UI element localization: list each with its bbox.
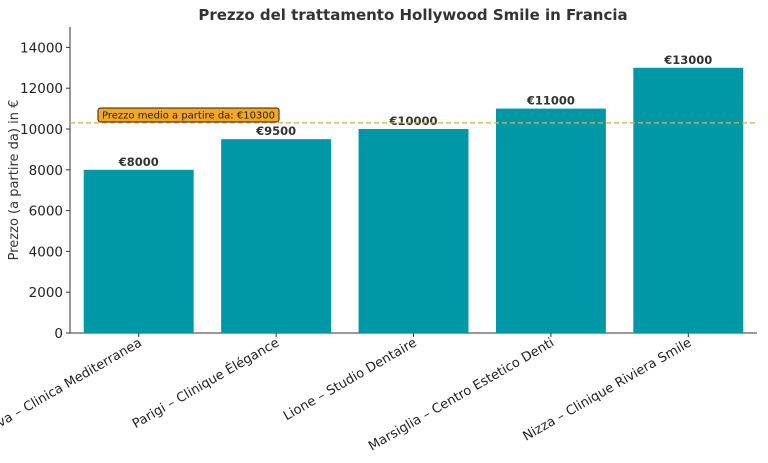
y-tick-label: 2000 [29,285,63,301]
x-tick-label: Parigi – Clinique Élégance [129,335,282,432]
average-annotation-box [97,107,280,123]
y-tick-label: 4000 [29,244,63,260]
bar [221,139,332,333]
y-tick-label: 12000 [20,81,63,97]
y-tick-label: 8000 [29,163,63,179]
bar [495,108,606,333]
y-tick-label: 14000 [20,40,63,56]
data-label: €11000 [526,94,575,108]
data-label: €10000 [388,114,437,128]
chart-title: Prezzo del trattamento Hollywood Smile i… [198,6,627,24]
x-tick-label: Lione – Studio Dentaire [281,335,420,424]
average-annotation-label: Prezzo medio a partire da: €10300 [102,111,275,122]
x-tick-label: Genova – Clinica Mediterranea [0,335,145,447]
data-label: €8000 [118,155,159,169]
y-tick-label: 0 [54,326,63,342]
bar [633,67,744,334]
bar [358,129,469,333]
y-tick-label: 10000 [20,122,63,138]
y-tick-label: 6000 [29,204,63,220]
y-axis-label: Prezzo (a partire da) in € [7,100,22,261]
plot-area: 0 2000 4000 6000 8000 10000 12000 14000 €8000 Gen… [0,27,757,454]
bar [83,169,194,333]
data-label: €13000 [663,53,712,67]
data-label: €9500 [255,124,296,138]
